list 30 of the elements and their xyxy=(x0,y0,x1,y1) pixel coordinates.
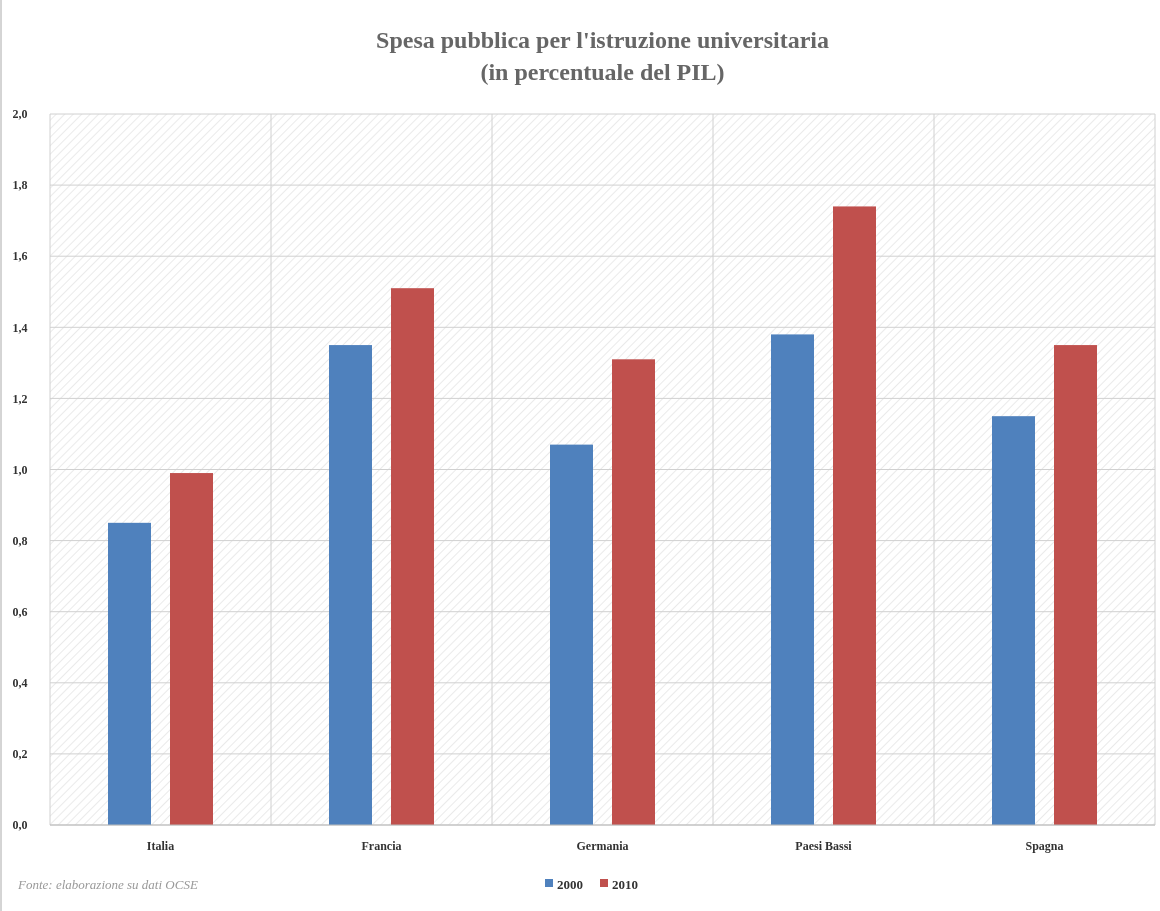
y-tick-label: 0,6 xyxy=(12,604,28,619)
bar xyxy=(612,359,655,825)
y-tick-label: 0,8 xyxy=(12,533,28,548)
y-tick-label: 1,6 xyxy=(12,249,28,264)
bar xyxy=(1054,345,1097,825)
bar xyxy=(833,206,876,825)
chart-title: Spesa pubblica per l'istruzione universitaria (in percentuale del PIL) xyxy=(376,27,829,85)
bar xyxy=(391,288,434,825)
y-tick-label: 2,0 xyxy=(12,107,28,122)
bar xyxy=(170,473,213,825)
x-tick-label: Francia xyxy=(361,839,402,853)
x-tick-label: Germania xyxy=(576,839,629,853)
bar xyxy=(771,334,814,825)
source-note: Fonte: elaborazione su dati OCSE xyxy=(17,876,198,892)
x-tick-label: Italia xyxy=(146,839,175,853)
y-tick-label: 1,0 xyxy=(12,462,28,477)
bar xyxy=(329,345,372,825)
x-tick-label: Paesi Bassi xyxy=(795,839,853,853)
y-tick-label: 1,2 xyxy=(12,391,28,406)
y-tick-label: 1,8 xyxy=(12,178,28,193)
legend-label: 2010 xyxy=(612,876,638,892)
bar xyxy=(108,522,151,825)
bar xyxy=(550,444,593,825)
y-tick-label: 0,0 xyxy=(12,818,28,833)
bar xyxy=(992,416,1035,825)
y-tick-label: 1,4 xyxy=(12,320,28,335)
x-tick-label: Spagna xyxy=(1025,839,1064,853)
legend-label: 2000 xyxy=(557,876,583,892)
y-tick-label: 0,2 xyxy=(12,747,28,762)
y-tick-label: 0,4 xyxy=(12,676,28,690)
